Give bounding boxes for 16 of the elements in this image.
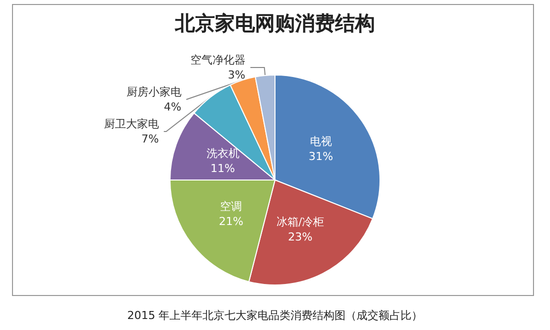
- data-label: 4%: [164, 100, 182, 114]
- slice-label: 厨房小家电: [126, 86, 182, 98]
- chart-title: 北京家电网购消费结构: [174, 11, 375, 35]
- data-label: 21%: [218, 215, 244, 228]
- text: 2015 年上半年北京七大家电品类消费结构图（成交额占比）: [126, 308, 424, 323]
- data-label: 7%: [141, 132, 159, 146]
- data-label: 3%: [228, 68, 246, 82]
- slice-label: 电视: [310, 134, 332, 148]
- data-label: 23%: [288, 230, 312, 244]
- data-label: 31%: [308, 150, 334, 163]
- slice-label: 洗衣机: [206, 147, 240, 160]
- slice-label: 空调: [220, 200, 242, 214]
- slice-label: 厨卫大家电: [104, 118, 159, 130]
- data-label: 11%: [210, 162, 236, 176]
- slice-label: 冰箱/冷柜: [276, 215, 324, 228]
- slice-label: 空气净化器: [190, 54, 246, 66]
